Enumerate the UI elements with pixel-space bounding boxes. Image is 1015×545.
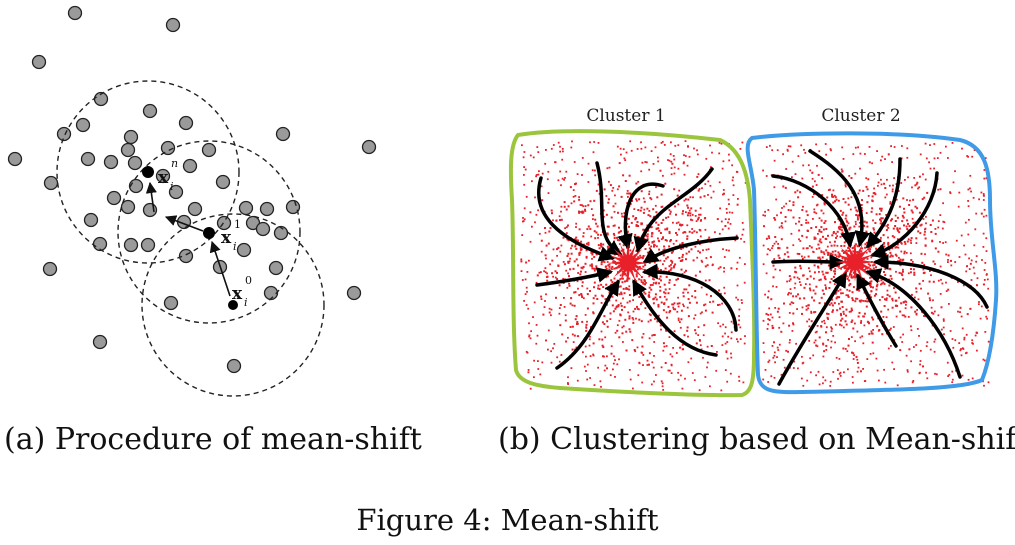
sample-point	[142, 202, 158, 218]
sample-point	[103, 154, 119, 170]
sample-point	[128, 178, 144, 194]
sample-point	[187, 201, 203, 217]
sample-point	[259, 201, 275, 217]
sample-point	[268, 260, 284, 276]
label-x-0-sub: i	[244, 296, 248, 309]
sample-point	[142, 103, 158, 119]
sample-point	[361, 139, 377, 155]
sample-point	[285, 199, 301, 215]
shift-arrow-0-to-1	[209, 240, 231, 297]
label-x-1-sup: 1	[234, 218, 241, 231]
sample-point	[263, 285, 279, 301]
kernel-window-final	[56, 80, 240, 264]
label-x-0-base: x	[232, 284, 243, 304]
sample-points	[7, 5, 377, 374]
sample-point	[165, 17, 181, 33]
start-point-0	[228, 300, 238, 310]
sample-point	[163, 295, 179, 311]
shift-arrow-1-to-middle	[164, 215, 204, 232]
sample-point	[140, 237, 156, 253]
sample-point	[123, 237, 139, 253]
sample-point	[201, 142, 217, 158]
sample-point	[160, 140, 176, 156]
cluster-1-boundary	[508, 129, 757, 398]
label-x-1-base: x	[221, 228, 232, 248]
label-x-i-1: x i 1	[221, 218, 241, 253]
sample-point	[155, 168, 171, 184]
sample-point	[67, 5, 83, 21]
label-x-n-base: x	[158, 168, 169, 188]
sample-point	[31, 54, 47, 70]
sample-point	[182, 158, 198, 174]
sample-point	[106, 190, 122, 206]
sample-point	[120, 142, 136, 158]
cluster-2-mode-star	[835, 242, 875, 282]
sample-point	[123, 129, 139, 145]
sample-point	[346, 285, 362, 301]
sample-point	[168, 184, 184, 200]
cluster-2-boundary	[745, 131, 999, 395]
sample-point	[42, 261, 58, 277]
panel-a-caption: (a) Procedure of mean-shift	[4, 422, 422, 457]
label-x-n-sub: i	[170, 180, 174, 193]
cluster-2-trajectories	[771, 149, 989, 386]
label-x-1-sub: i	[233, 240, 237, 253]
shift-arrow-to-n	[145, 181, 157, 213]
panel-a-mean-shift-procedure: x i n x i 1 x i 0	[7, 5, 377, 397]
sample-point	[236, 242, 252, 258]
cluster-1-mode-star	[608, 243, 648, 283]
kernel-window-middle	[117, 140, 301, 324]
cluster-2-label: Cluster 2	[821, 106, 900, 126]
sample-point	[215, 174, 231, 190]
sample-point	[226, 358, 242, 374]
cluster-modes	[608, 242, 875, 283]
sample-point	[275, 126, 291, 142]
cluster-1-trajectories	[535, 161, 739, 370]
sample-point	[178, 115, 194, 131]
kernel-window-initial	[141, 213, 325, 397]
sample-point	[127, 155, 143, 171]
figure-caption: Figure 4: Mean-shift	[356, 503, 659, 537]
sample-point	[238, 200, 254, 216]
cluster-1-label: Cluster 1	[586, 106, 665, 126]
label-x-n-sup: n	[171, 157, 178, 170]
sample-point	[255, 221, 271, 237]
label-x-0-sup: 0	[245, 274, 252, 287]
sample-point	[92, 334, 108, 350]
sample-point	[7, 151, 23, 167]
label-x-i-n: x i n	[158, 157, 178, 193]
mode-point-n	[142, 166, 154, 178]
sample-point	[80, 151, 96, 167]
label-x-i-0: x i 0	[232, 274, 252, 309]
sample-point	[83, 212, 99, 228]
sample-point	[75, 117, 91, 133]
panel-b-caption: (b) Clustering based on Mean-shift	[498, 422, 1015, 457]
mode-point-1	[203, 227, 215, 239]
sample-point	[43, 175, 59, 191]
panel-b-clustering: Cluster 1 Cluster 2	[508, 106, 999, 398]
